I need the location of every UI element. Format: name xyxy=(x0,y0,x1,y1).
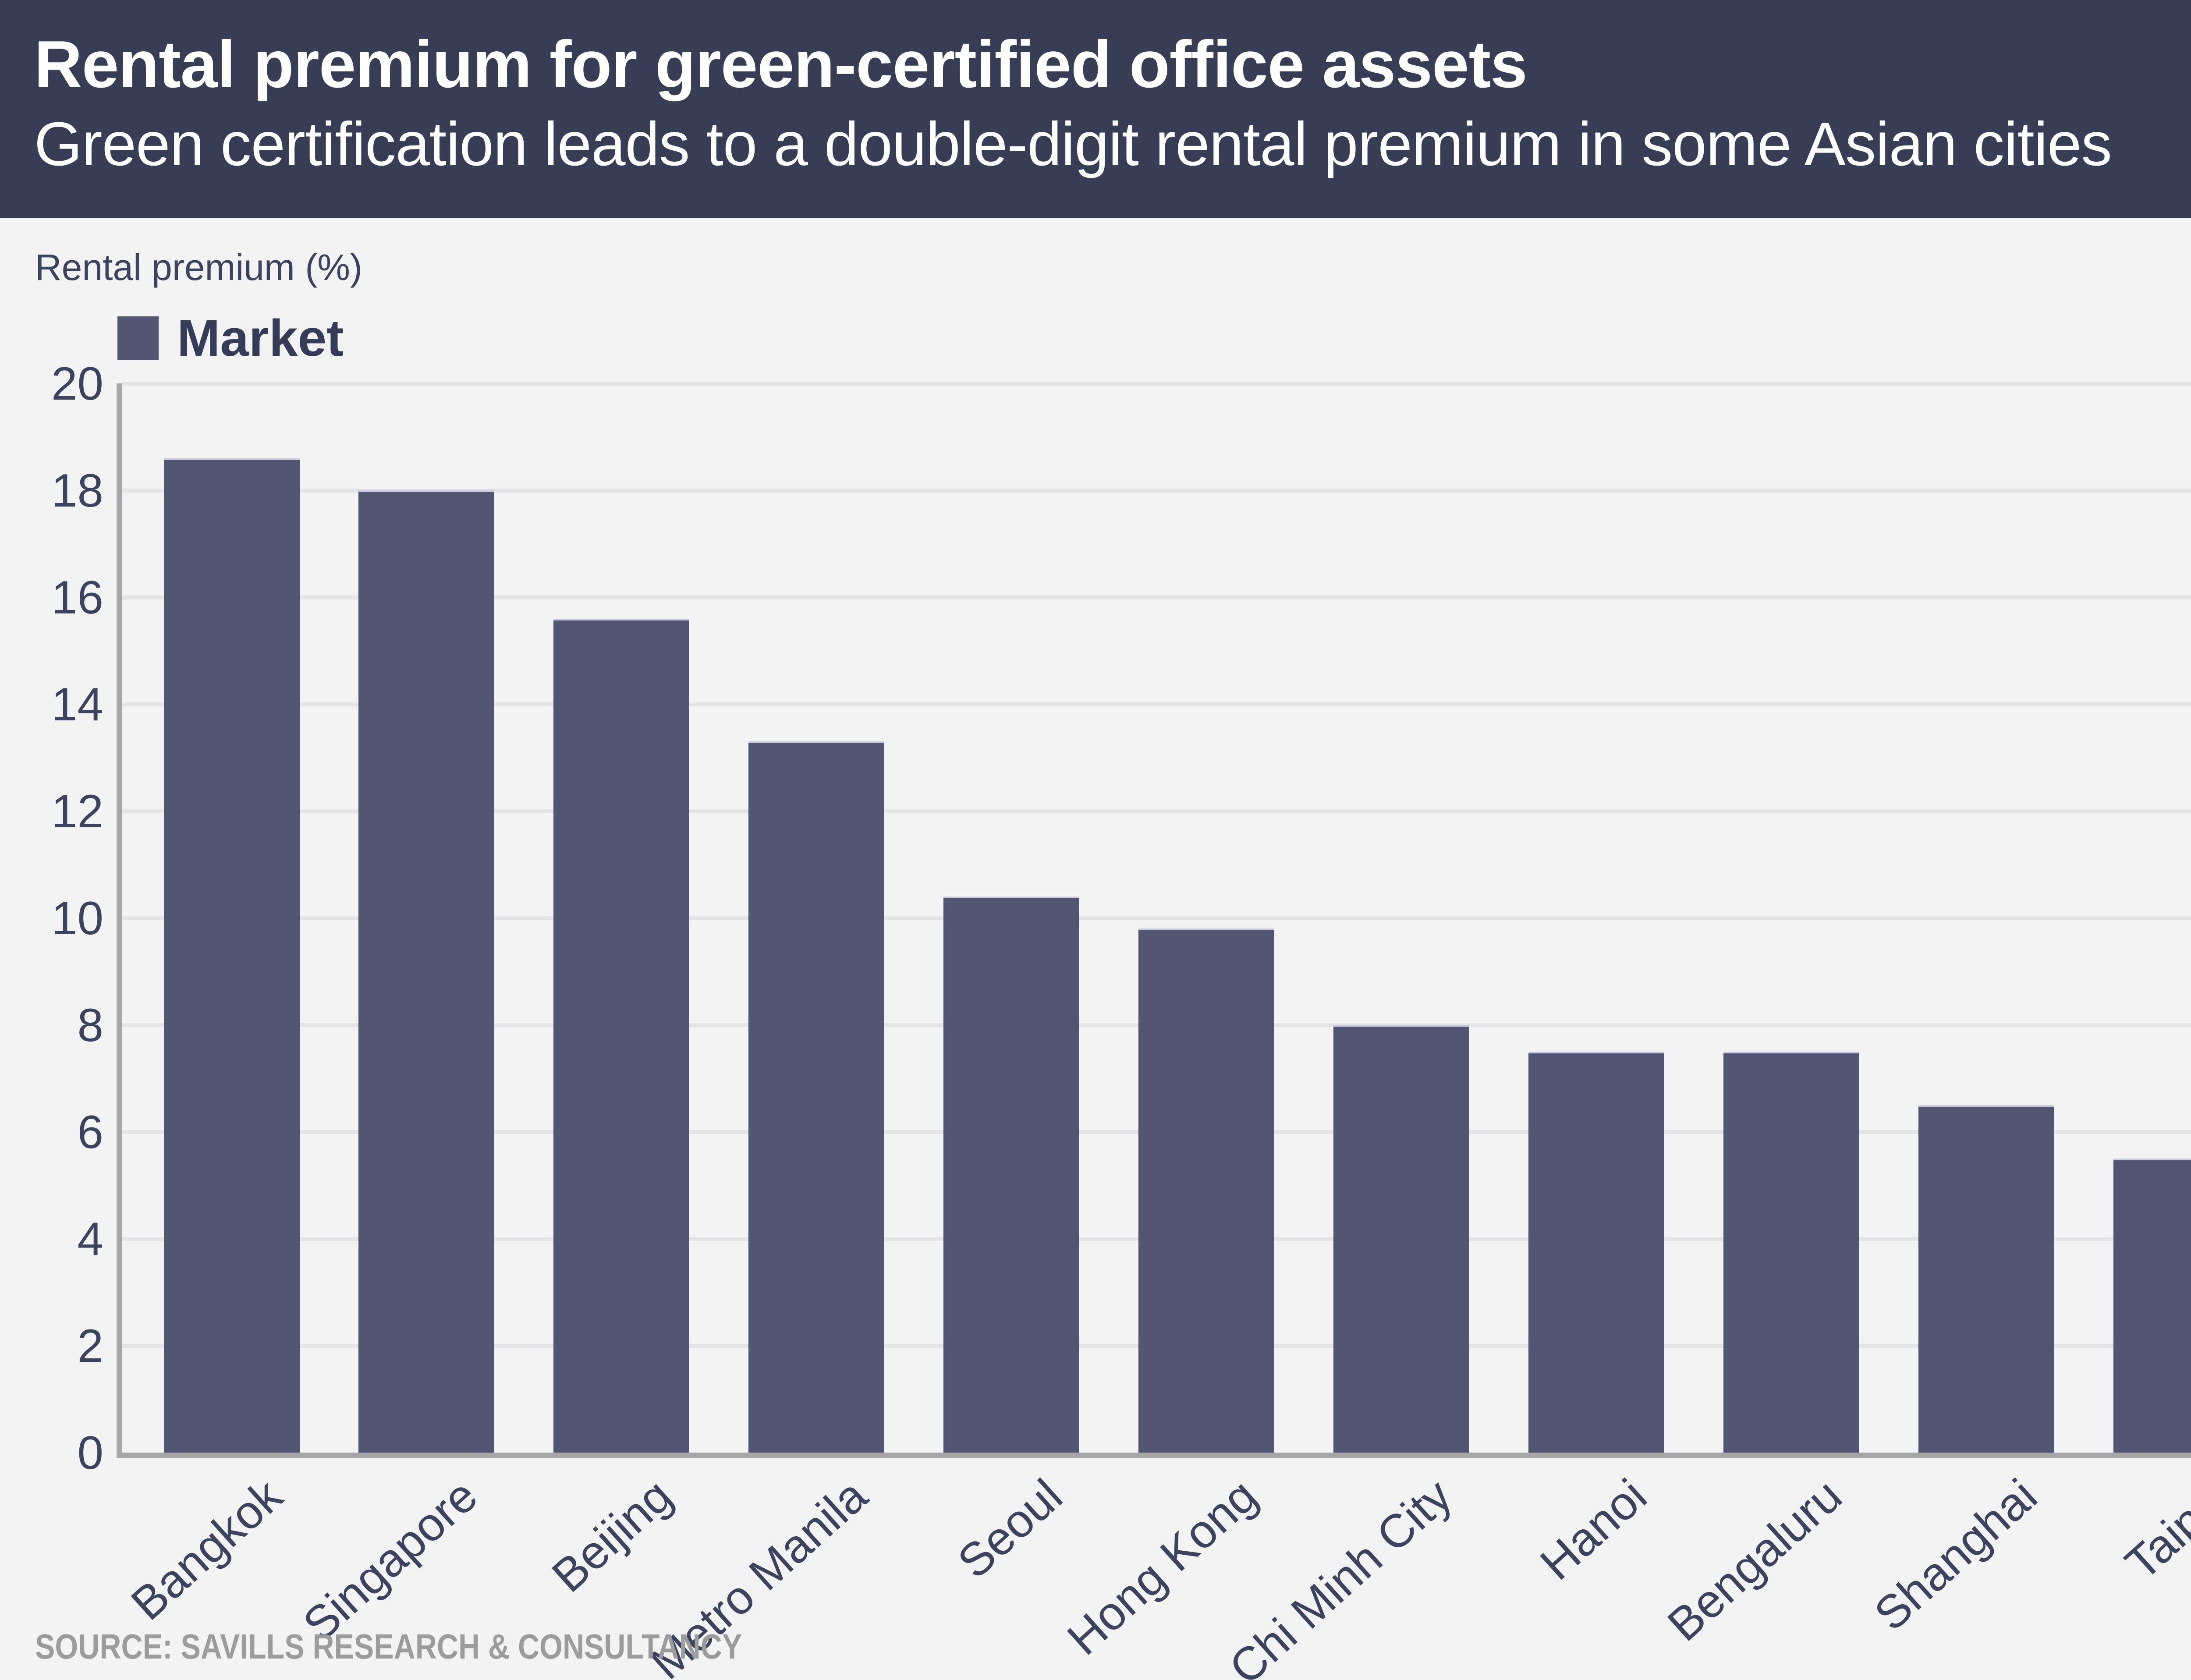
y-tick-label-4: 4 xyxy=(77,1212,103,1265)
y-tick-label-2: 2 xyxy=(77,1319,103,1372)
chart-title: Rental premium for green-certified offic… xyxy=(34,27,1528,102)
bar-bengaluru xyxy=(1723,1052,1859,1453)
x-tick-label-bengaluru: Bengaluru xyxy=(1657,1469,1852,1651)
y-tick-label-18: 18 xyxy=(51,464,103,517)
bar-hong-kong xyxy=(1138,929,1275,1453)
x-tick-label-beijing: Beijing xyxy=(542,1469,682,1602)
x-tick-label-taipei: Taipei xyxy=(2115,1469,2191,1590)
x-tick-label-bangkok: Bangkok xyxy=(121,1469,292,1630)
x-tick-label-singapore: Singapore xyxy=(293,1469,487,1651)
y-tick-label-0: 0 xyxy=(77,1426,103,1479)
bar-beijing xyxy=(553,618,690,1453)
chart-header: Rental premium for green-certified offic… xyxy=(0,0,2191,218)
bar-metro-manila xyxy=(748,741,885,1453)
y-gridline-16 xyxy=(122,595,2191,599)
y-axis-title: Rental premium (%) xyxy=(35,247,362,288)
y-tick-label-20: 20 xyxy=(51,357,103,410)
bar-seoul xyxy=(943,897,1080,1453)
bar-bangkok xyxy=(163,458,300,1453)
bar-hanoi xyxy=(1528,1052,1664,1453)
y-tick-label-8: 8 xyxy=(77,999,103,1051)
y-gridline-10 xyxy=(122,916,2191,920)
x-tick-label-seoul: Seoul xyxy=(947,1469,1072,1588)
x-tick-label-hanoi: Hanoi xyxy=(1530,1469,1657,1590)
x-tick-label-shanghai: Shanghai xyxy=(1864,1469,2047,1641)
y-axis-line xyxy=(117,383,122,1458)
bar-taipei xyxy=(2113,1159,2191,1453)
y-tick-label-12: 12 xyxy=(51,785,103,837)
legend-label-market: Market xyxy=(177,309,344,367)
x-axis-line xyxy=(117,1453,2191,1458)
legend-swatch-market xyxy=(117,316,159,360)
chart-subtitle: Green certification leads to a double-di… xyxy=(34,109,2112,178)
y-gridline-18 xyxy=(122,489,2191,493)
source-note: SOURCE: SAVILLS RESEARCH & CONSULTANCY xyxy=(35,1627,742,1666)
bar-shanghai xyxy=(1918,1105,2054,1453)
y-gridline-12 xyxy=(122,809,2191,813)
bar-singapore xyxy=(358,490,495,1453)
y-tick-label-10: 10 xyxy=(51,892,103,944)
y-gridline-20 xyxy=(122,382,2191,386)
y-tick-label-14: 14 xyxy=(51,678,103,730)
bar-ho-chi-minh-city xyxy=(1333,1025,1470,1453)
legend: Market xyxy=(117,309,344,367)
y-tick-label-6: 6 xyxy=(77,1106,103,1158)
y-tick-label-16: 16 xyxy=(51,571,103,624)
y-gridline-14 xyxy=(122,702,2191,706)
x-tick-label-hong-kong: Hong Kong xyxy=(1057,1469,1267,1665)
